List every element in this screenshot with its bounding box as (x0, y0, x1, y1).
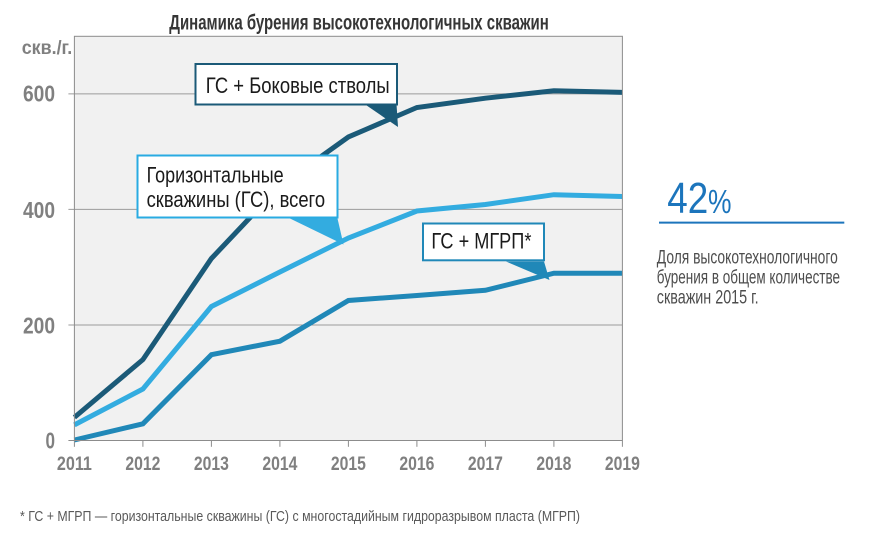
svg-text:2019: 2019 (605, 453, 640, 475)
svg-text:Доля высокотехнологичного: Доля высокотехнологичного (657, 247, 838, 268)
svg-text:2011: 2011 (57, 453, 92, 475)
svg-text:600: 600 (23, 81, 55, 107)
svg-text:* ГС + МГРП — горизонтальные с: * ГС + МГРП — горизонтальные скважины (Г… (20, 508, 580, 525)
svg-text:2017: 2017 (468, 453, 503, 475)
svg-text:%: % (708, 183, 732, 220)
svg-text:ГС + МГРП*: ГС + МГРП* (431, 229, 531, 254)
svg-text:2016: 2016 (399, 453, 434, 475)
svg-text:0: 0 (46, 428, 56, 454)
svg-text:ГС + Боковые стволы: ГС + Боковые стволы (206, 73, 390, 98)
svg-text:скважин 2015 г.: скважин 2015 г. (657, 288, 759, 309)
svg-text:скважины (ГС), всего: скважины (ГС), всего (147, 187, 326, 212)
svg-text:2015: 2015 (331, 453, 366, 475)
svg-text:Динамика бурения высокотехноло: Динамика бурения высокотехнологичных скв… (169, 12, 549, 35)
svg-text:2012: 2012 (125, 453, 160, 475)
svg-text:Горизонтальные: Горизонтальные (147, 162, 284, 187)
svg-text:400: 400 (23, 197, 55, 223)
svg-text:бурения в общем количестве: бурения в общем количестве (657, 268, 840, 289)
svg-text:2018: 2018 (536, 453, 571, 475)
svg-text:2013: 2013 (194, 453, 229, 475)
svg-text:200: 200 (23, 312, 55, 338)
svg-text:2014: 2014 (262, 453, 297, 475)
svg-text:42: 42 (667, 174, 708, 223)
svg-text:скв./г.: скв./г. (22, 38, 72, 59)
